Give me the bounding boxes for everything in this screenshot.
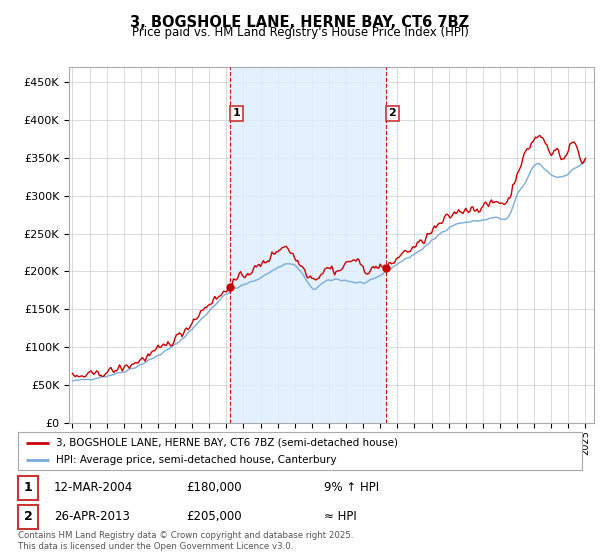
Bar <box>230 67 386 423</box>
Text: Contains HM Land Registry data © Crown copyright and database right 2025.
This d: Contains HM Land Registry data © Crown c… <box>18 531 353 551</box>
Text: Price paid vs. HM Land Registry's House Price Index (HPI): Price paid vs. HM Land Registry's House … <box>131 26 469 39</box>
Text: £205,000: £205,000 <box>186 510 242 524</box>
Text: 2: 2 <box>388 109 396 118</box>
Text: HPI: Average price, semi-detached house, Canterbury: HPI: Average price, semi-detached house,… <box>56 455 337 465</box>
Text: ≈ HPI: ≈ HPI <box>324 510 357 524</box>
Text: 1: 1 <box>232 109 240 118</box>
Text: 12-MAR-2004: 12-MAR-2004 <box>54 481 133 494</box>
Text: 2: 2 <box>23 510 32 524</box>
Text: 3, BOGSHOLE LANE, HERNE BAY, CT6 7BZ: 3, BOGSHOLE LANE, HERNE BAY, CT6 7BZ <box>130 15 470 30</box>
Text: 26-APR-2013: 26-APR-2013 <box>54 510 130 524</box>
Text: 9% ↑ HPI: 9% ↑ HPI <box>324 481 379 494</box>
Text: £180,000: £180,000 <box>186 481 242 494</box>
Text: 3, BOGSHOLE LANE, HERNE BAY, CT6 7BZ (semi-detached house): 3, BOGSHOLE LANE, HERNE BAY, CT6 7BZ (se… <box>56 437 398 447</box>
Text: 1: 1 <box>23 481 32 494</box>
